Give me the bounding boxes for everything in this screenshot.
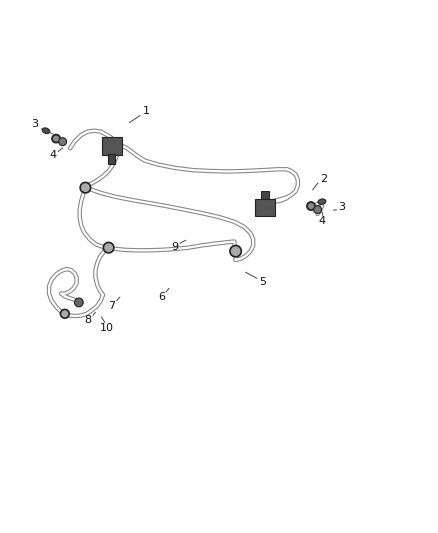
Circle shape (103, 243, 114, 253)
Text: 9: 9 (172, 242, 179, 252)
Circle shape (314, 206, 321, 214)
Text: 1: 1 (143, 106, 150, 116)
Text: 5: 5 (259, 277, 266, 287)
Bar (102, 138, 122, 155)
Bar (108, 154, 115, 165)
Text: 3: 3 (32, 119, 39, 129)
Circle shape (230, 246, 241, 257)
Text: 4: 4 (49, 150, 56, 160)
Circle shape (308, 204, 313, 208)
Text: 6: 6 (159, 292, 166, 302)
Bar (255, 199, 275, 216)
Circle shape (74, 298, 83, 307)
Text: 4: 4 (318, 215, 325, 225)
Circle shape (52, 134, 60, 143)
Text: 8: 8 (84, 315, 91, 325)
Text: 10: 10 (100, 323, 114, 333)
Text: 3: 3 (338, 203, 345, 212)
Circle shape (60, 310, 69, 318)
Bar (261, 191, 269, 199)
Ellipse shape (318, 199, 326, 204)
Circle shape (80, 182, 91, 193)
Ellipse shape (42, 128, 50, 134)
Text: 7: 7 (108, 301, 115, 311)
Text: 2: 2 (321, 174, 328, 184)
Circle shape (53, 136, 58, 141)
Circle shape (307, 201, 315, 211)
Circle shape (59, 138, 67, 146)
